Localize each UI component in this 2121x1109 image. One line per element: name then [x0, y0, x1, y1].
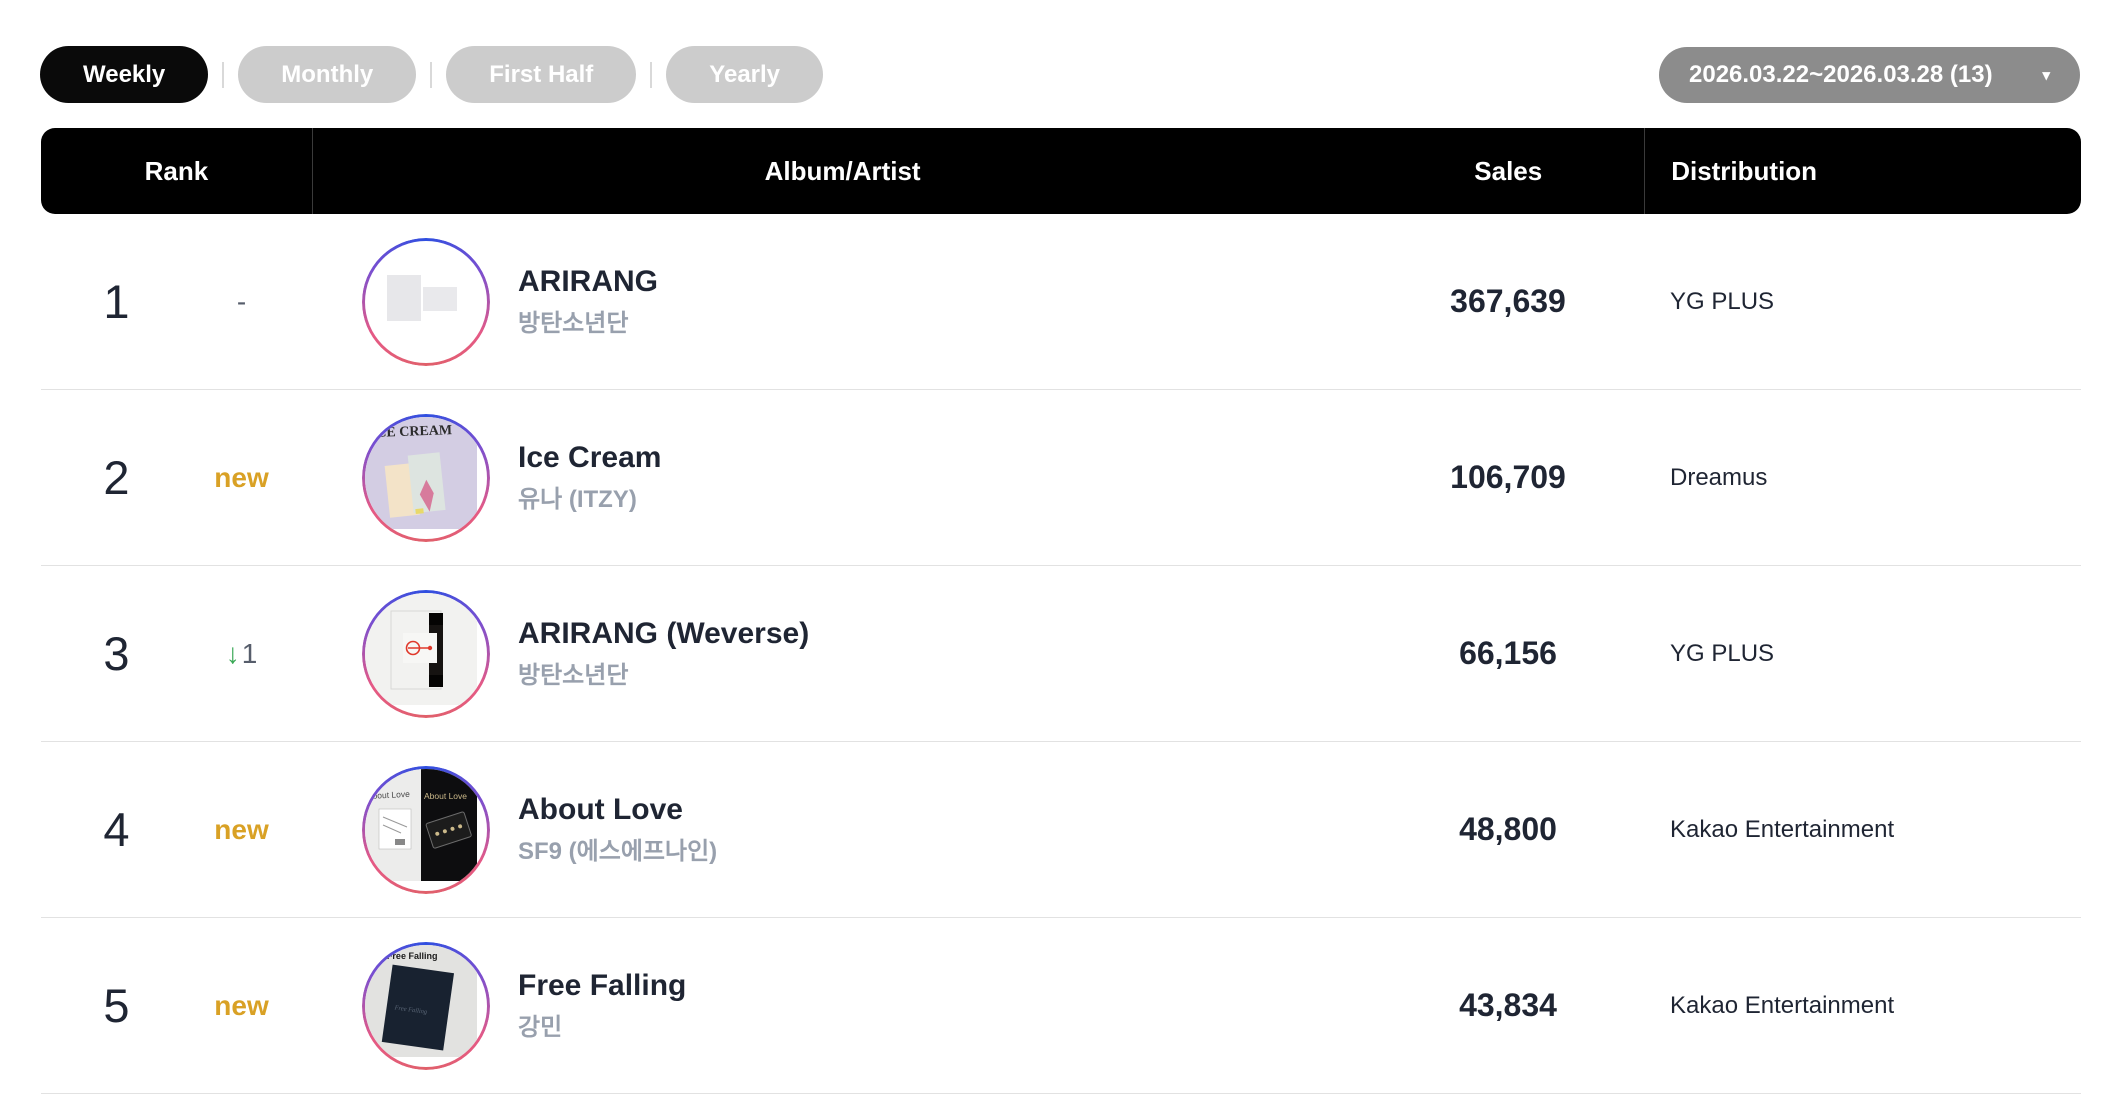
svg-text:ICE CREAM: ICE CREAM — [371, 423, 453, 441]
svg-text:□ Free Falling: □ Free Falling — [379, 951, 437, 961]
svg-text:About Love: About Love — [424, 791, 467, 801]
